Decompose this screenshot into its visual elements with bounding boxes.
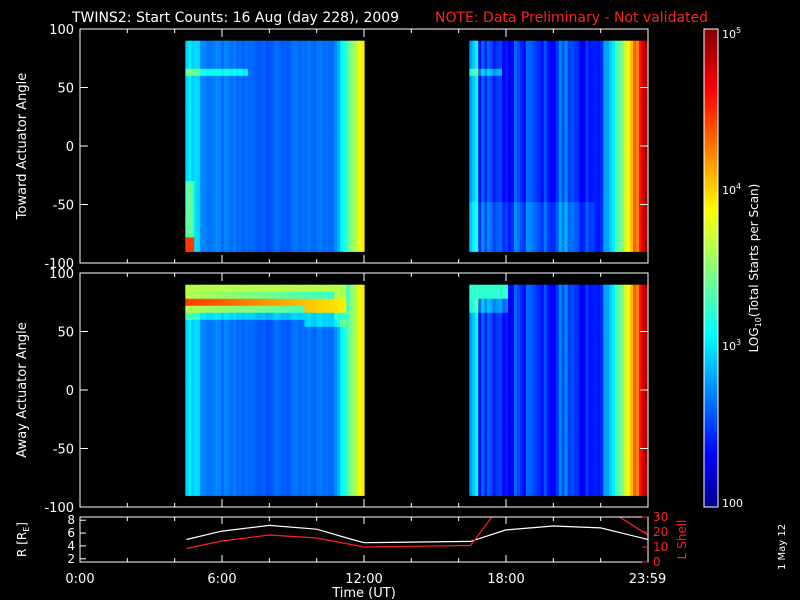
preliminary-note: NOTE: Data Preliminary - Not validated [435, 10, 708, 26]
r-tick-label: 4 [67, 539, 75, 553]
figure-title: TWINS2: Start Counts: 16 Aug (day 228), … [71, 10, 399, 26]
away-y-tick-label: 50 [57, 326, 74, 341]
r-tick-label: 8 [67, 513, 75, 527]
away-y-tick-label: 100 [49, 267, 74, 282]
toward-y-tick-label: -50 [53, 199, 74, 214]
colorbar: 105 104 103 100 LOG10(Total Starts per S… [703, 26, 763, 510]
away-angle-panel: 100 50 0 -50 -100 Away Actuator Angle [15, 267, 649, 516]
r-axis-label: R [RE] [15, 522, 31, 557]
toward-y-tick-label: 0 [66, 140, 74, 155]
time-tick-label: 23:59 [629, 572, 666, 587]
toward-y-tick-label: 100 [49, 23, 74, 38]
time-tick-label: 6:00 [207, 572, 236, 587]
away-heatmap-segment-2 [469, 284, 649, 496]
toward-y-tick-label: 50 [57, 82, 74, 97]
time-tick-label: 18:00 [487, 572, 524, 587]
l-shell-axis-label: L Shell [675, 520, 689, 560]
r-tick-label: 2 [67, 552, 75, 566]
l-shell-tick-label: 30 [653, 510, 668, 524]
time-axis-label: Time (UT) [331, 586, 396, 600]
colorbar-tick-100: 100 [722, 497, 743, 510]
toward-angle-panel: 100 50 0 -50 -100 Toward Actuator Angle [15, 23, 649, 272]
away-y-axis-label: Away Actuator Angle [15, 322, 30, 457]
colorbar-tick-1e4: 104 [722, 182, 741, 197]
l-shell-tick-label: 10 [653, 540, 668, 554]
time-tick-label: 12:00 [345, 572, 382, 587]
l-shell-tick-label: 0 [653, 555, 661, 569]
toward-heatmap-segment-2 [469, 40, 649, 252]
date-stamp: 1 May 12 [777, 524, 788, 570]
r-tick-label: 6 [67, 526, 75, 540]
l-shell-tick-label: 20 [653, 525, 668, 539]
away-y-tick-label: -50 [53, 443, 74, 458]
away-heatmap-segment-1 [185, 284, 365, 496]
l-shell-line [186, 517, 648, 550]
away-y-tick-label: -100 [44, 501, 74, 516]
colorbar-tick-1e3: 103 [722, 338, 741, 353]
colorbar-label: LOG10(Total Starts per Scan) [747, 184, 763, 353]
toward-y-tick-label: -100 [44, 257, 74, 272]
r-distance-line [186, 524, 648, 544]
colorbar-gradient [703, 28, 719, 508]
colorbar-tick-1e5: 105 [722, 26, 741, 41]
away-y-tick-label: 0 [66, 384, 74, 399]
toward-heatmap-segment-1 [185, 40, 365, 252]
time-tick-label: 0:00 [65, 572, 94, 587]
toward-y-axis-label: Toward Actuator Angle [15, 73, 30, 220]
